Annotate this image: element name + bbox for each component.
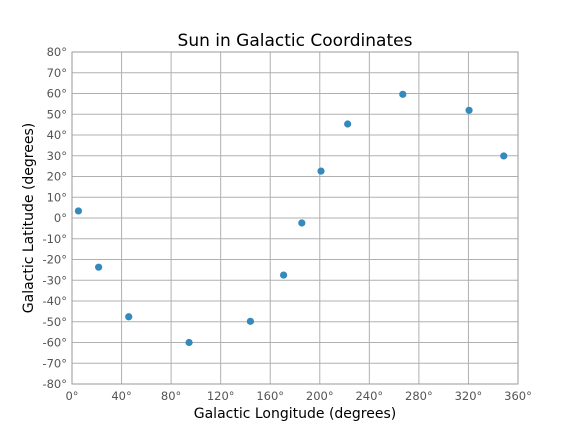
y-tick-label: -60° bbox=[42, 336, 67, 350]
data-point bbox=[344, 120, 352, 128]
y-tick-label: 10° bbox=[47, 190, 67, 204]
data-point bbox=[399, 90, 407, 98]
grid-layer bbox=[71, 51, 519, 385]
x-tick-label: 80° bbox=[161, 389, 181, 403]
x-axis-label: Galactic Longitude (degrees) bbox=[194, 406, 396, 422]
y-tick-label: 80° bbox=[47, 45, 67, 59]
y-tick-label: -80° bbox=[42, 377, 67, 391]
data-point bbox=[317, 167, 325, 175]
y-tick-label: 30° bbox=[47, 149, 67, 163]
y-tick-label: -10° bbox=[42, 232, 67, 246]
y-tick-label: 70° bbox=[47, 66, 67, 80]
y-tick-labels: 80° 70° 60° 50° 40° 30° 20° 10° 0° -10° -20° -30° -4… bbox=[42, 45, 67, 391]
data-point bbox=[185, 338, 193, 347]
y-tick-label: 60° bbox=[47, 87, 67, 101]
y-tick-label: -30° bbox=[42, 273, 67, 287]
data-point bbox=[74, 207, 83, 215]
data-point bbox=[465, 106, 473, 114]
y-tick-label: -50° bbox=[42, 315, 67, 329]
y-tick-label: -70° bbox=[42, 356, 67, 370]
y-tick-label: 0° bbox=[54, 211, 67, 225]
y-tick-label: 50° bbox=[47, 107, 67, 121]
y-axis-label: Galactic Latitude (degrees) bbox=[21, 123, 37, 313]
x-tick-label: 160° bbox=[256, 389, 284, 403]
x-tick-label: 280° bbox=[405, 389, 433, 403]
y-tick-label: 20° bbox=[47, 170, 67, 184]
data-point bbox=[280, 271, 288, 279]
data-point bbox=[246, 317, 254, 325]
data-point bbox=[95, 263, 103, 271]
y-tick-label: 40° bbox=[47, 128, 67, 142]
x-tick-labels: 0° 40° 80° 120° 160° 200° 240° 280° 320° 360° bbox=[65, 389, 531, 403]
data-point bbox=[125, 313, 133, 321]
x-tick-label: 360° bbox=[504, 389, 532, 403]
plot-frame bbox=[71, 51, 519, 385]
data-point bbox=[500, 152, 508, 160]
y-tick-label: -20° bbox=[42, 253, 67, 267]
data-point bbox=[298, 219, 306, 227]
x-tick-label: 240° bbox=[355, 389, 383, 403]
y-tick-label: -40° bbox=[42, 294, 67, 308]
x-tick-label: 120° bbox=[207, 389, 235, 403]
x-tick-label: 0° bbox=[65, 389, 78, 403]
x-tick-label: 40° bbox=[111, 389, 131, 403]
chart-title: Sun in Galactic Coordinates bbox=[178, 31, 413, 51]
x-tick-label: 200° bbox=[306, 389, 334, 403]
x-tick-label: 320° bbox=[455, 389, 483, 403]
data-points bbox=[74, 90, 508, 347]
